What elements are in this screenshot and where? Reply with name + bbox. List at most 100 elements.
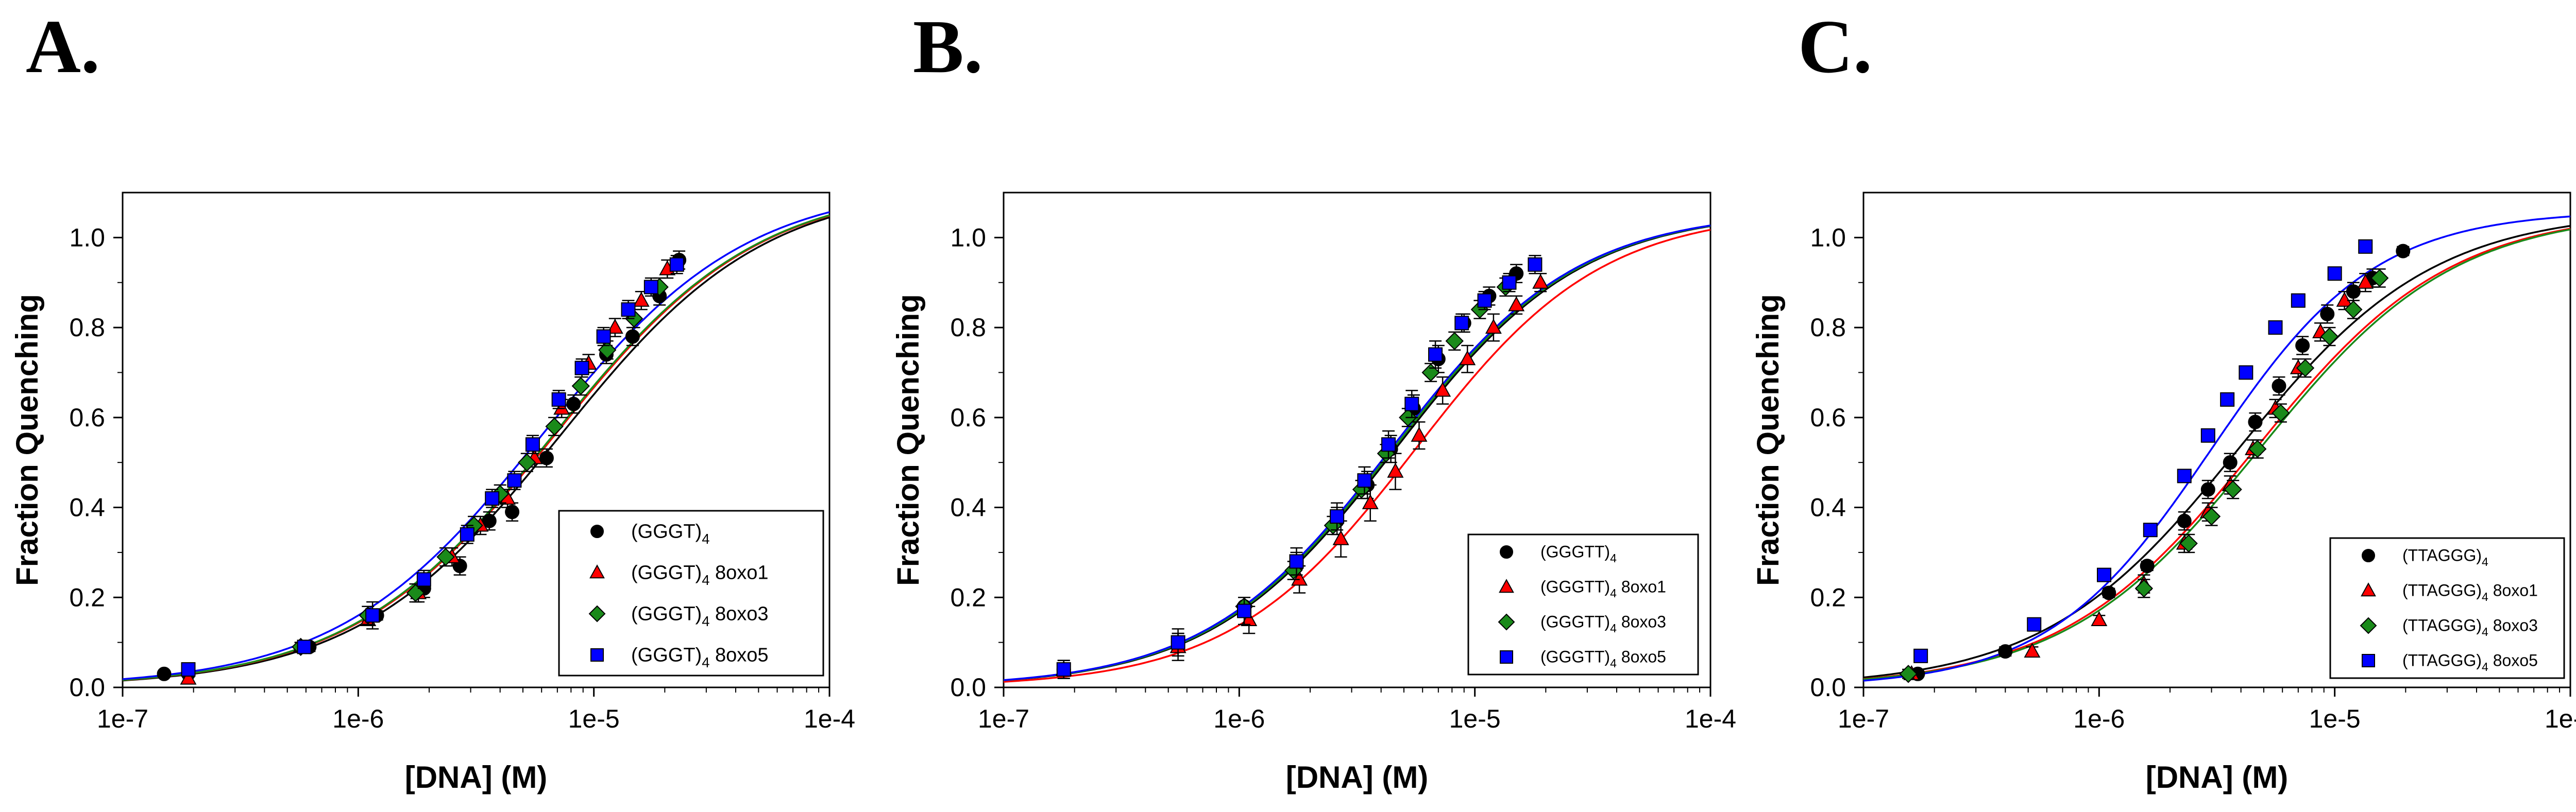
data-point <box>1237 603 1252 618</box>
legend-entry: (GGGTT)4 8oxo5 <box>1540 648 1666 670</box>
data-point <box>1171 635 1185 650</box>
data-point <box>2091 611 2108 627</box>
series-square <box>1056 255 1543 679</box>
y-tick-label: 0.8 <box>1810 313 1846 342</box>
data-point <box>2024 643 2041 658</box>
data-point <box>566 396 581 411</box>
series-square <box>181 255 684 677</box>
data-point <box>2327 266 2342 281</box>
fit-curve <box>122 216 830 682</box>
data-point <box>553 400 570 415</box>
legend-marker <box>589 564 605 579</box>
legend-entry: (GGGTT)4 8oxo1 <box>1540 578 1666 600</box>
data-point <box>365 608 380 623</box>
data-point <box>1421 363 1440 382</box>
legend-entry: (TTAGGG)4 <box>2402 546 2488 569</box>
fit-curve <box>1863 228 2571 681</box>
data-point <box>180 669 197 685</box>
plot-frame <box>1003 192 1711 688</box>
data-point <box>596 329 611 344</box>
series-triangle <box>1903 273 2374 680</box>
data-point <box>485 491 500 506</box>
data-point <box>2223 455 2238 470</box>
data-point <box>2396 244 2411 258</box>
data-point <box>1289 554 1304 569</box>
data-point <box>1357 473 1372 488</box>
y-tick-label: 0.2 <box>950 583 986 612</box>
data-point <box>1241 611 1258 627</box>
data-point <box>643 280 658 295</box>
legend: (GGGTT)4 (GGGTT)4 8oxo1 (GGGTT)4 8oxo3 (GGG… <box>1467 533 1699 676</box>
x-axis-title: [DNA] (M) <box>2146 760 2289 794</box>
data-point <box>2344 300 2363 319</box>
legend-marker <box>590 525 604 538</box>
y-axis-title: Fraction Quenching <box>891 294 925 586</box>
data-point <box>621 302 636 317</box>
y-tick-label: 0.4 <box>69 493 105 522</box>
data-point <box>2140 559 2155 574</box>
legend-entry: (GGGTT)4 <box>1540 543 1617 565</box>
data-point <box>574 360 589 375</box>
x-tick-label: 1e-7 <box>97 704 148 733</box>
data-point <box>2177 469 2192 483</box>
data-point <box>2179 534 2198 553</box>
data-point <box>606 319 623 334</box>
legend-entry: (GGGT)4 <box>631 521 709 547</box>
data-point <box>181 662 196 677</box>
legend-marker <box>2362 549 2375 562</box>
legend-marker <box>588 605 606 623</box>
y-tick-label: 1.0 <box>69 223 105 252</box>
fit-curve <box>1863 224 2571 679</box>
x-tick-label: 1e-6 <box>1213 704 1265 733</box>
x-axis-title: [DNA] (M) <box>1286 760 1429 794</box>
data-point <box>633 291 650 307</box>
data-point <box>2296 359 2315 377</box>
legend-entry: (GGGT)4 8oxo5 <box>631 645 769 670</box>
x-tick-label: 1e-4 <box>2545 704 2576 733</box>
y-tick-label: 0.6 <box>1810 403 1846 432</box>
y-tick-label: 0.6 <box>950 403 986 432</box>
data-point <box>2239 365 2253 380</box>
data-point <box>525 437 540 452</box>
y-tick-label: 0.8 <box>950 313 986 342</box>
legend-marker <box>590 648 604 662</box>
x-tick-label: 1e-6 <box>332 704 384 733</box>
legend-entry: (GGGT)4 8oxo3 <box>631 603 769 629</box>
y-tick-label: 0.0 <box>1810 673 1846 702</box>
data-point <box>1502 275 1517 290</box>
legend-entry: (TTAGGG)4 8oxo1 <box>2402 581 2538 604</box>
legend: (TTAGGG)4 (TTAGGG)4 8oxo1 (TTAGGG)4 8oxo3 (… <box>2329 537 2565 679</box>
fit-curve <box>122 211 830 680</box>
y-tick-label: 1.0 <box>950 223 986 252</box>
y-tick-label: 0.2 <box>1810 583 1846 612</box>
y-axis-title: Fraction Quenching <box>10 294 44 586</box>
fit-curve <box>1003 229 1711 683</box>
data-point <box>1404 396 1419 411</box>
panel-label: A. <box>26 5 100 89</box>
legend-marker <box>2361 582 2376 597</box>
plot-frame <box>1862 192 2571 688</box>
chart-panel-3: C. 1e-7 1e-6 1e-5 1e-4 0.0 0.2 0.4 0.6 0.8 1.0 [DNA… <box>1751 5 2576 794</box>
x-tick-label: 1e-5 <box>568 704 620 733</box>
data-point <box>1508 296 1525 312</box>
chart-panel-2: B. 1e-7 1e-6 1e-5 1e-4 0.0 0.2 0.4 0.6 0.8 1.0 [DNA… <box>891 5 1736 794</box>
x-tick-label: 1e-4 <box>1685 704 1736 733</box>
data-point <box>1056 662 1071 677</box>
plot-frame <box>122 192 831 688</box>
chart-panel-1: A. 1e-7 1e-6 1e-5 1e-4 0.0 0.2 0.4 0.6 0.8 1.0 [DNA… <box>10 5 855 794</box>
y-tick-label: 0.8 <box>69 313 105 342</box>
x-tick-label: 1e-5 <box>2309 704 2361 733</box>
data-point <box>2320 327 2339 346</box>
y-tick-label: 0.0 <box>950 673 986 702</box>
series-square <box>1913 239 2373 663</box>
data-point <box>2200 482 2215 497</box>
data-point <box>1454 316 1469 331</box>
data-point <box>2027 617 2042 632</box>
x-tick-label: 1e-4 <box>804 704 855 733</box>
data-point <box>2295 338 2310 353</box>
data-point <box>571 376 590 395</box>
x-tick-label: 1e-5 <box>1449 704 1501 733</box>
data-point <box>1428 347 1443 362</box>
panel-label: B. <box>913 5 983 89</box>
data-point <box>2370 269 2389 287</box>
